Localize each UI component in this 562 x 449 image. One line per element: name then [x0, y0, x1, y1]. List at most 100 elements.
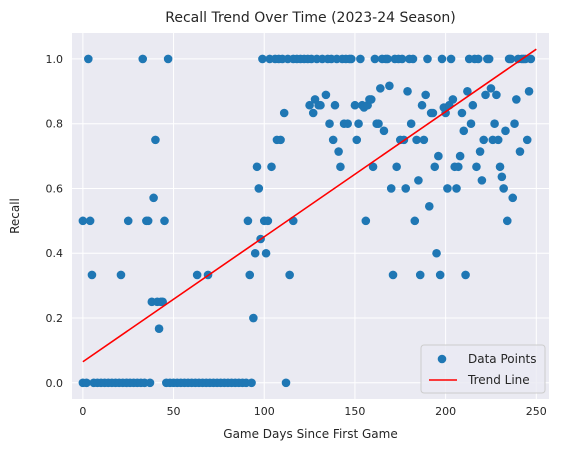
x-tick-label: 50: [167, 405, 181, 418]
data-point: [490, 119, 499, 128]
data-point: [252, 162, 262, 172]
legend-swatch-data-points: [437, 354, 447, 364]
data-point: [493, 135, 503, 145]
data-point: [410, 216, 420, 226]
data-point: [475, 147, 485, 156]
data-point: [437, 54, 447, 64]
plot-area: [72, 33, 549, 399]
data-point: [434, 151, 443, 161]
data-point: [263, 216, 273, 226]
data-point: [406, 119, 416, 128]
legend-label-data-points: Data Points: [468, 352, 537, 366]
data-point: [430, 162, 440, 172]
data-point: [499, 184, 508, 193]
data-point: [285, 270, 294, 280]
data-point: [316, 100, 325, 110]
data-point: [354, 119, 363, 128]
y-tick-label: 0.0: [46, 377, 64, 390]
data-point: [328, 135, 338, 145]
data-point: [455, 151, 465, 161]
data-point: [421, 90, 430, 100]
data-point: [158, 297, 167, 307]
data-point: [472, 162, 481, 172]
x-tick-label: 0: [79, 405, 86, 418]
data-point: [116, 270, 126, 280]
data-point: [376, 84, 385, 93]
data-point: [352, 135, 362, 145]
data-point: [473, 54, 483, 64]
data-point: [336, 162, 345, 172]
data-point: [305, 100, 314, 110]
data-point: [388, 270, 398, 280]
data-point: [138, 54, 148, 64]
y-axis-label: Recall: [8, 198, 22, 234]
data-point: [245, 270, 255, 280]
data-point: [325, 119, 334, 128]
data-point: [502, 216, 512, 226]
data-point: [350, 100, 360, 110]
data-point: [512, 95, 521, 104]
data-point: [419, 135, 429, 145]
data-point: [506, 54, 516, 64]
data-point: [261, 248, 271, 258]
data-point: [82, 378, 91, 388]
data-point: [281, 378, 291, 388]
data-point: [463, 87, 472, 96]
data-point: [508, 193, 518, 203]
data-point: [149, 193, 158, 203]
data-point: [408, 54, 418, 64]
y-tick-label: 0.6: [46, 182, 64, 195]
data-point: [466, 119, 476, 128]
data-point: [123, 216, 133, 226]
data-point: [87, 270, 97, 280]
data-point: [249, 313, 258, 323]
data-point: [368, 162, 378, 172]
data-point: [383, 54, 392, 64]
data-point: [414, 176, 423, 185]
data-point: [432, 248, 441, 258]
data-point: [143, 216, 153, 226]
data-point: [510, 119, 519, 128]
data-point: [254, 184, 264, 193]
data-point: [452, 184, 461, 193]
data-point: [497, 172, 507, 182]
y-tick-label: 0.8: [46, 118, 64, 131]
data-point: [417, 100, 427, 110]
data-point: [448, 95, 458, 104]
data-point: [457, 108, 467, 118]
y-tick-label: 0.4: [46, 247, 64, 260]
x-tick-label: 200: [435, 405, 456, 418]
data-point: [412, 135, 421, 145]
data-point: [192, 270, 202, 280]
data-point: [366, 95, 376, 104]
data-point: [392, 162, 401, 172]
data-point: [495, 162, 505, 172]
data-point: [247, 378, 256, 388]
data-point: [454, 162, 463, 172]
data-point: [347, 54, 356, 64]
data-point: [258, 54, 267, 64]
data-point: [250, 248, 260, 258]
data-point: [145, 378, 155, 388]
data-point: [435, 270, 445, 280]
legend-box: [420, 344, 546, 394]
trend-line: [82, 48, 537, 363]
data-point: [267, 162, 276, 172]
data-point: [308, 108, 318, 118]
data-point: [321, 90, 331, 100]
data-point: [160, 216, 169, 226]
data-point: [522, 135, 532, 145]
data-point: [334, 147, 343, 156]
chart-title: Recall Trend Over Time (2023-24 Season): [165, 10, 456, 26]
data-point: [370, 54, 380, 64]
data-point: [154, 324, 164, 334]
legend: Data Points Trend Line: [420, 344, 546, 394]
data-point: [415, 270, 425, 280]
data-point: [468, 100, 478, 110]
data-point: [84, 54, 93, 64]
data-point: [461, 270, 470, 280]
data-point: [397, 54, 407, 64]
data-point: [424, 201, 434, 211]
data-point: [459, 126, 469, 136]
